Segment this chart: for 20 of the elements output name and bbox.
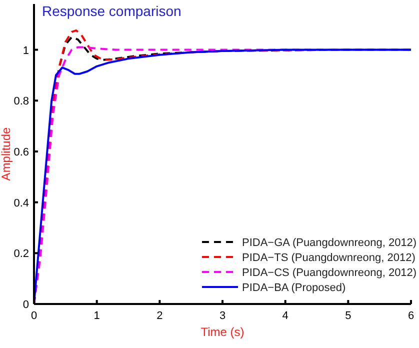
x-tick-label: 4 [282, 310, 288, 322]
chart-title: Response comparison [42, 3, 182, 19]
legend-label: PIDA−TS (Puangdownreong, 2012) [242, 252, 416, 264]
x-tick-label: 6 [408, 310, 414, 322]
x-tick-label: 2 [156, 310, 163, 322]
y-tick-label: 0 [22, 299, 29, 311]
legend-label: PIDA−CS (Puangdownreong, 2012) [242, 267, 417, 279]
y-tick-label: 0.6 [14, 146, 29, 158]
y-tick-label: 0.4 [14, 197, 29, 210]
x-axis-title: Time (s) [200, 325, 244, 339]
x-tick-label: 5 [345, 310, 352, 322]
x-tick-label: 0 [30, 310, 38, 322]
y-tick-label: 0.8 [14, 96, 29, 108]
y-axis-title: Amplitude [0, 127, 13, 181]
y-tick-label: 0.2 [14, 248, 29, 260]
legend-label: PIDA−BA (Proposed) [242, 282, 346, 294]
y-tick-label: 1 [22, 44, 29, 57]
x-tick-label: 3 [219, 310, 226, 322]
legend-label: PIDA−GA (Puangdownreong, 2012) [242, 237, 417, 249]
x-tick-label: 1 [94, 310, 100, 322]
